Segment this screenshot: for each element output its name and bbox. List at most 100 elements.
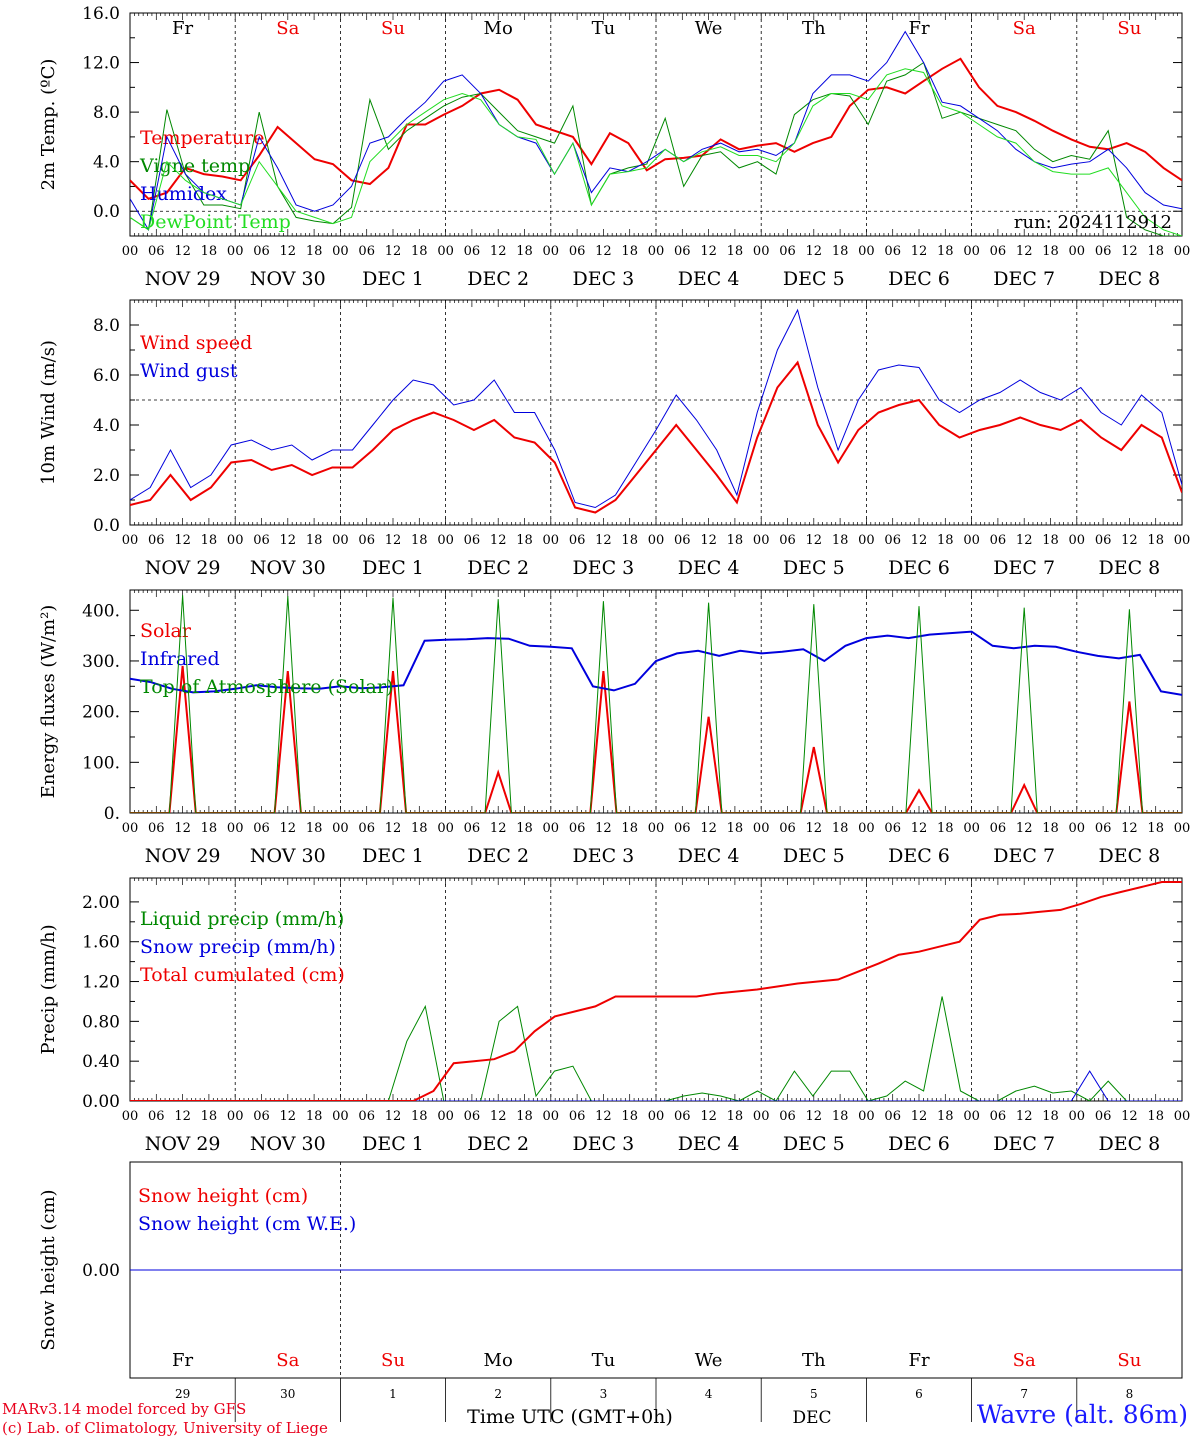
temp-hour-label: 12 — [806, 244, 823, 259]
precip-series-total-cumulated-cm — [130, 881, 1182, 1101]
flux-date-label: DEC 4 — [678, 845, 740, 867]
top-weekday-label: Su — [381, 18, 405, 39]
run-label: run: 2024112912 — [1014, 212, 1172, 233]
snow-y-axis-label: Snow height (cm) — [38, 1189, 59, 1350]
precip-y-axis-label: Precip (mm/h) — [38, 924, 59, 1054]
temp-hour-label: 00 — [753, 244, 770, 259]
snow-weekday-label: Tu — [592, 1350, 616, 1371]
flux-date-label: DEC 8 — [1099, 845, 1161, 867]
flux-hour-label: 12 — [174, 821, 191, 836]
flux-hour-label: 12 — [595, 821, 612, 836]
snow-weekday-label: Th — [802, 1350, 826, 1371]
wind-hour-label: 06 — [569, 533, 586, 548]
temp-date-label: DEC 7 — [993, 268, 1055, 290]
temp-hour-label: 00 — [963, 244, 980, 259]
snow-weekday-label: Fr — [908, 1350, 929, 1371]
flux-hour-label: 18 — [201, 821, 218, 836]
flux-hour-label: 18 — [937, 821, 954, 836]
snow-weekday-label: Su — [381, 1350, 405, 1371]
day-number-label: 5 — [810, 1387, 818, 1401]
day-number-label: 2 — [494, 1387, 502, 1401]
wind-hour-label: 00 — [963, 533, 980, 548]
precip-hour-label: 00 — [1174, 1109, 1191, 1124]
wind-y-tick-label: 2.0 — [93, 466, 120, 486]
precip-hour-label: 12 — [595, 1109, 612, 1124]
precip-date-label: DEC 6 — [888, 1133, 950, 1155]
model-credit: MARv3.14 model forced by GFS — [2, 1400, 247, 1418]
wind-date-label: NOV 29 — [145, 557, 221, 579]
top-weekday-label: Sa — [1013, 18, 1036, 39]
precip-legend-item: Total cumulated (cm) — [140, 964, 345, 986]
temp-legend-item: DewPoint Temp — [140, 211, 291, 233]
precip-hour-label: 06 — [253, 1109, 270, 1124]
temp-date-label: NOV 29 — [145, 268, 221, 290]
flux-hour-label: 00 — [753, 821, 770, 836]
top-weekday-label: Th — [802, 18, 826, 39]
wind-hour-label: 12 — [1016, 533, 1033, 548]
precip-hour-label: 18 — [937, 1109, 954, 1124]
snow-weekday-label: Sa — [1013, 1350, 1036, 1371]
temp-hour-label: 06 — [779, 244, 796, 259]
precip-y-tick-label: 0.40 — [82, 1052, 120, 1072]
snow-weekday-label: Mo — [484, 1350, 513, 1371]
temp-hour-label: 12 — [1121, 244, 1138, 259]
wind-hour-label: 18 — [937, 533, 954, 548]
top-weekday-label: Su — [1117, 18, 1141, 39]
station-name: Wavre (alt. 86m) — [976, 1400, 1188, 1429]
precip-legend-item: Snow precip (mm/h) — [140, 936, 336, 958]
flux-hour-label: 06 — [990, 821, 1007, 836]
precip-hour-label: 12 — [700, 1109, 717, 1124]
precip-hour-label: 00 — [543, 1109, 560, 1124]
wind-hour-label: 00 — [543, 533, 560, 548]
temp-hour-label: 00 — [858, 244, 875, 259]
temp-legend-item: Temperature — [140, 127, 264, 149]
precip-hour-label: 06 — [884, 1109, 901, 1124]
precip-hour-label: 06 — [148, 1109, 165, 1124]
precip-hour-label: 12 — [1016, 1109, 1033, 1124]
temp-hour-label: 18 — [516, 244, 533, 259]
wind-hour-label: 00 — [437, 533, 454, 548]
temp-y-axis-label: 2m Temp. (ºC) — [38, 59, 59, 191]
precip-hour-label: 00 — [227, 1109, 244, 1124]
flux-frame — [129, 589, 1183, 814]
temp-series-vigne-temp — [130, 61, 1182, 236]
wind-hour-label: 12 — [1121, 533, 1138, 548]
precip-legend-item: Liquid precip (mm/h) — [140, 908, 344, 930]
temp-hour-label: 18 — [411, 244, 428, 259]
temp-hour-label: 18 — [727, 244, 744, 259]
flux-hour-label: 18 — [411, 821, 428, 836]
temp-hour-label: 18 — [937, 244, 954, 259]
wind-hour-label: 12 — [806, 533, 823, 548]
precip-y-tick-label: 1.60 — [82, 933, 120, 953]
wind-hour-label: 18 — [201, 533, 218, 548]
temp-hour-label: 18 — [201, 244, 218, 259]
flux-hour-label: 12 — [1016, 821, 1033, 836]
wind-hour-label: 06 — [674, 533, 691, 548]
precip-hour-label: 18 — [306, 1109, 323, 1124]
precip-hour-label: 06 — [358, 1109, 375, 1124]
temp-y-tick-label: 4.0 — [93, 153, 120, 173]
precip-date-label: DEC 1 — [362, 1133, 424, 1155]
wind-hour-label: 06 — [884, 533, 901, 548]
temp-date-label: DEC 1 — [362, 268, 424, 290]
top-weekday-label: Fr — [908, 18, 929, 39]
temp-hour-label: 12 — [595, 244, 612, 259]
precip-hour-label: 06 — [464, 1109, 481, 1124]
wind-series-wind-speed — [130, 360, 1182, 514]
flux-y-tick-label: 200. — [82, 703, 120, 723]
wind-hour-label: 00 — [1174, 533, 1191, 548]
wind-hour-label: 18 — [832, 533, 849, 548]
temp-hour-label: 06 — [990, 244, 1007, 259]
wind-hour-label: 18 — [727, 533, 744, 548]
precip-date-label: DEC 8 — [1099, 1133, 1161, 1155]
temp-date-label: DEC 6 — [888, 268, 950, 290]
wind-hour-label: 12 — [911, 533, 928, 548]
snow-legend-item: Snow height (cm W.E.) — [138, 1213, 356, 1235]
flux-date-label: DEC 7 — [993, 845, 1055, 867]
temp-hour-label: 12 — [280, 244, 297, 259]
precip-date-label: NOV 30 — [250, 1133, 326, 1155]
flux-hour-label: 06 — [884, 821, 901, 836]
temp-hour-label: 00 — [332, 244, 349, 259]
flux-hour-label: 12 — [806, 821, 823, 836]
